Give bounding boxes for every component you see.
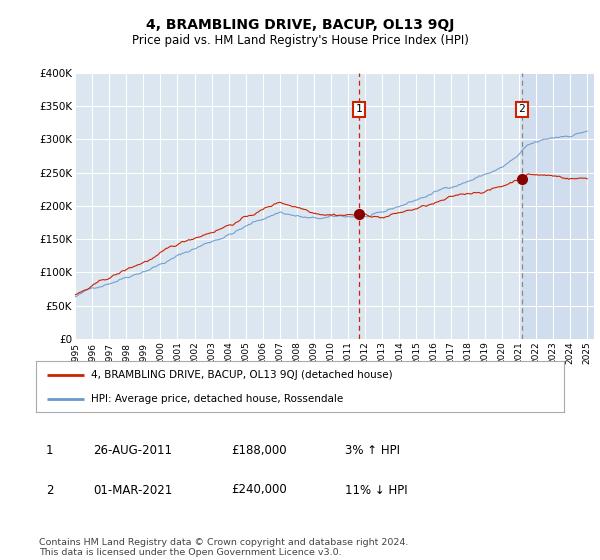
Text: 4, BRAMBLING DRIVE, BACUP, OL13 9QJ: 4, BRAMBLING DRIVE, BACUP, OL13 9QJ — [146, 18, 454, 32]
Text: 26-AUG-2011: 26-AUG-2011 — [93, 444, 172, 458]
Text: Price paid vs. HM Land Registry's House Price Index (HPI): Price paid vs. HM Land Registry's House … — [131, 34, 469, 47]
Text: 2: 2 — [518, 104, 525, 114]
Text: 11% ↓ HPI: 11% ↓ HPI — [345, 483, 407, 497]
Text: 01-MAR-2021: 01-MAR-2021 — [93, 483, 172, 497]
Text: HPI: Average price, detached house, Rossendale: HPI: Average price, detached house, Ross… — [91, 394, 344, 404]
Text: 1: 1 — [356, 104, 362, 114]
Text: £240,000: £240,000 — [231, 483, 287, 497]
Text: £188,000: £188,000 — [231, 444, 287, 458]
Bar — [522, 73, 596, 339]
Text: Contains HM Land Registry data © Crown copyright and database right 2024.
This d: Contains HM Land Registry data © Crown c… — [39, 538, 409, 557]
Text: 2: 2 — [46, 483, 53, 497]
Text: 3% ↑ HPI: 3% ↑ HPI — [345, 444, 400, 458]
Text: 4, BRAMBLING DRIVE, BACUP, OL13 9QJ (detached house): 4, BRAMBLING DRIVE, BACUP, OL13 9QJ (det… — [91, 370, 393, 380]
Text: 1: 1 — [46, 444, 53, 458]
